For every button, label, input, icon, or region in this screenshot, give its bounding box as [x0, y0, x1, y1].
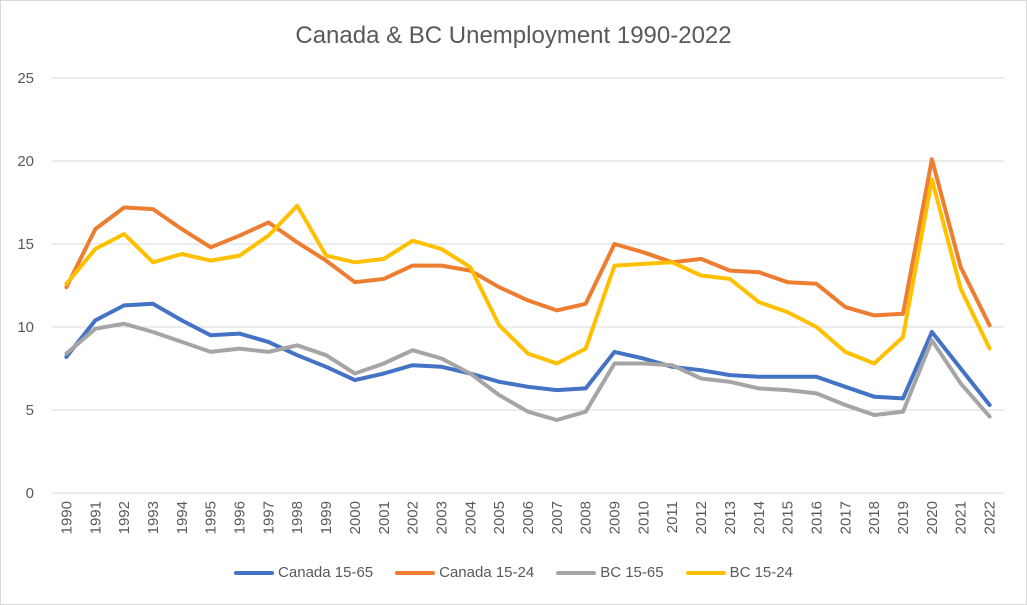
legend-swatch: [685, 570, 726, 575]
x-tick-label: 1992: [116, 501, 133, 534]
x-tick-label: 1999: [318, 501, 335, 534]
x-tick-label: 2016: [808, 501, 825, 534]
legend-item: BC 15-24: [685, 564, 793, 581]
legend-swatch: [234, 570, 275, 575]
y-tick-label: 5: [26, 402, 34, 419]
x-tick-label: 2008: [578, 501, 595, 534]
legend-item: Canada 15-65: [234, 564, 373, 581]
x-tick-label: 2022: [982, 501, 999, 534]
series-line-1: [64, 157, 992, 328]
x-tick-label: 2012: [693, 501, 710, 534]
x-tick-label: 1994: [174, 501, 191, 534]
x-tick-label: 2014: [751, 501, 768, 534]
x-tick-label: 1993: [145, 501, 162, 534]
x-tick-label: 2015: [780, 501, 797, 534]
x-tick-label: 2005: [491, 501, 508, 534]
legend-label: Canada 15-65: [278, 564, 374, 581]
x-tick-label: 2009: [607, 501, 624, 534]
legend-swatch: [395, 570, 436, 575]
series-line-0: [64, 301, 992, 407]
series-line-2: [64, 321, 992, 422]
series-line-3: [64, 177, 992, 366]
x-tick-label: 2003: [433, 501, 450, 534]
x-tick-label: 2002: [405, 501, 422, 534]
legend-item: BC 15-65: [556, 564, 664, 581]
legend-label: BC 15-65: [600, 564, 664, 581]
x-tick-label: 2000: [347, 501, 364, 534]
x-tick-label: 1991: [87, 501, 104, 534]
x-tick-label: 2020: [924, 501, 941, 534]
x-tick-label: 2017: [837, 501, 854, 534]
x-tick-label: 2006: [520, 501, 537, 534]
x-tick-label: 2013: [722, 501, 739, 534]
x-tick-label: 2011: [664, 501, 681, 533]
x-tick-label: 2001: [376, 501, 393, 534]
x-tick-label: 1995: [203, 501, 220, 534]
legend-item: Canada 15-24: [395, 564, 534, 581]
x-tick-label: 2021: [953, 501, 970, 534]
y-tick-label: 15: [17, 236, 34, 253]
x-tick-label: 2007: [549, 501, 566, 534]
x-tick-label: 2004: [462, 501, 479, 534]
y-tick-label: 0: [26, 485, 34, 502]
x-tick-label: 2019: [895, 501, 912, 534]
y-tick-label: 20: [17, 153, 34, 170]
y-tick-label: 25: [17, 70, 34, 87]
x-tick-label: 2018: [866, 501, 883, 534]
legend-swatch: [556, 570, 597, 575]
x-tick-label: 1997: [260, 501, 277, 534]
x-tick-label: 1990: [58, 501, 75, 534]
x-tick-label: 1998: [289, 501, 306, 534]
y-tick-label: 10: [17, 319, 34, 336]
chart-title: Canada & BC Unemployment 1990-2022: [295, 22, 732, 49]
x-tick-label: 2010: [635, 501, 652, 534]
legend-label: Canada 15-24: [439, 564, 535, 581]
legend: Canada 15-65 Canada 15-24 BC 15-65 BC 15-24: [0, 564, 1027, 581]
legend-label: BC 15-24: [729, 564, 793, 581]
x-tick-label: 1996: [232, 501, 249, 534]
